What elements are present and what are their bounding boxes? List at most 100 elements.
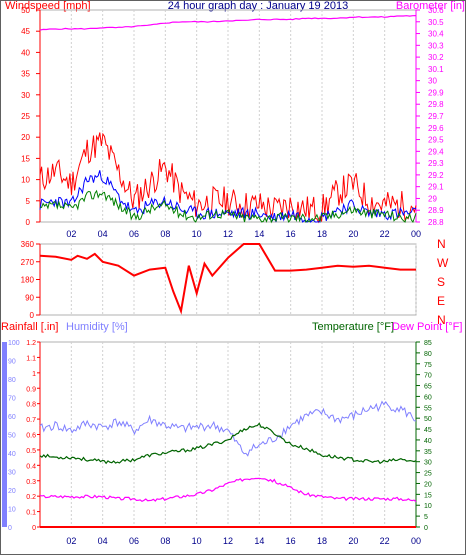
barometer-tick-label: 30.1 bbox=[428, 65, 444, 74]
barometer-tick-label: 30.6 bbox=[428, 6, 444, 15]
barometer-tick-label: 30.2 bbox=[428, 53, 444, 62]
temperature-tick-label: 20 bbox=[424, 481, 432, 488]
temperature-tick-label: 75 bbox=[424, 362, 432, 369]
humidity-tick-label: 80 bbox=[8, 377, 16, 384]
wind-average-line bbox=[39, 170, 417, 223]
humidity-tick-label: 70 bbox=[8, 396, 16, 403]
barometer-tick-label: 28.8 bbox=[428, 218, 444, 227]
rainfall-axis-title: Rainfall [.in] bbox=[1, 321, 58, 333]
x-tick-label: 18 bbox=[317, 229, 327, 239]
temperature-tick-label: 80 bbox=[424, 351, 432, 358]
barometer-tick-label: 29.1 bbox=[428, 183, 444, 192]
direction-tick-label: 90 bbox=[25, 293, 34, 302]
windspeed-tick-label: 15 bbox=[21, 154, 30, 163]
x-tick-label: 00 bbox=[411, 536, 421, 546]
windspeed-tick-label: 50 bbox=[21, 6, 30, 15]
x-tick-label: 16 bbox=[286, 229, 296, 239]
x-tick-label: 10 bbox=[192, 229, 202, 239]
direction-tick-label: 0 bbox=[30, 311, 35, 320]
barometer-tick-label: 30 bbox=[428, 77, 437, 86]
rainfall-tick-label: 0.3 bbox=[26, 479, 36, 486]
barometer-tick-label: 29.5 bbox=[428, 136, 444, 145]
rainfall-tick-label: 1.2 bbox=[26, 340, 36, 347]
windspeed-tick-label: 30 bbox=[21, 91, 30, 100]
barometer-tick-label: 29.4 bbox=[428, 147, 444, 156]
dewpoint-line bbox=[39, 477, 417, 503]
temperature-tick-label: 30 bbox=[424, 460, 432, 467]
humidity-tick-label: 90 bbox=[8, 359, 16, 366]
temperature-tick-label: 15 bbox=[424, 492, 432, 499]
x-tick-label: 08 bbox=[160, 229, 170, 239]
x-tick-label: 14 bbox=[254, 229, 264, 239]
x-tick-label: 22 bbox=[380, 536, 390, 546]
compass-label: E bbox=[437, 294, 445, 308]
temperature-tick-label: 40 bbox=[424, 438, 432, 445]
wind-speed-line bbox=[40, 189, 417, 224]
barometer-tick-label: 29.9 bbox=[428, 88, 444, 97]
temperature-tick-label: 5 bbox=[424, 514, 428, 521]
x-tick-label: 20 bbox=[348, 229, 358, 239]
x-tick-label: 00 bbox=[411, 229, 421, 239]
barometer-tick-label: 29.2 bbox=[428, 171, 444, 180]
direction-tick-label: 180 bbox=[21, 276, 35, 285]
humidity-tick-label: 0 bbox=[8, 525, 12, 532]
humidity-tick-label: 30 bbox=[8, 470, 16, 477]
humidity-tick-label: 100 bbox=[8, 340, 20, 347]
x-tick-label: 12 bbox=[223, 229, 233, 239]
barometer-tick-label: 30.4 bbox=[428, 30, 444, 39]
x-tick-label: 12 bbox=[223, 536, 233, 546]
wind-direction-line bbox=[39, 243, 416, 315]
rainfall-tick-label: 1.1 bbox=[26, 355, 36, 362]
windspeed-tick-label: 0 bbox=[26, 218, 31, 227]
humidity-tick-label: 20 bbox=[8, 488, 16, 495]
barometer-tick-label: 29 bbox=[428, 194, 437, 203]
direction-tick-label: 270 bbox=[21, 258, 35, 267]
humidity-tick-label: 50 bbox=[8, 433, 16, 440]
x-tick-label: 20 bbox=[348, 536, 358, 546]
barometer-tick-label: 28.9 bbox=[428, 206, 444, 215]
temperature-tick-label: 70 bbox=[424, 373, 432, 380]
temperature-tick-label: 10 bbox=[424, 503, 432, 510]
windspeed-tick-label: 10 bbox=[21, 176, 30, 185]
rainfall-tick-label: 0 bbox=[32, 525, 36, 532]
temperature-tick-label: 50 bbox=[424, 416, 432, 423]
humidity-tick-label: 40 bbox=[8, 451, 16, 458]
barometer-tick-label: 29.6 bbox=[428, 124, 444, 133]
rainfall-tick-label: 0.5 bbox=[26, 448, 36, 455]
temperature-axis-title: Temperature [°F] bbox=[312, 321, 394, 333]
rainfall-tick-label: 0.1 bbox=[26, 510, 36, 517]
rainfall-tick-label: 1 bbox=[32, 371, 36, 378]
graph-title: 24 hour graph day : January 19 2013 bbox=[168, 0, 348, 12]
temperature-tick-label: 85 bbox=[424, 340, 432, 347]
rainfall-tick-label: 0.4 bbox=[26, 463, 36, 470]
temperature-tick-label: 55 bbox=[424, 405, 432, 412]
x-tick-label: 18 bbox=[317, 536, 327, 546]
temperature-tick-label: 45 bbox=[424, 427, 432, 434]
temperature-tick-label: 65 bbox=[424, 384, 432, 391]
barometer-line bbox=[39, 15, 417, 31]
temperature-tick-label: 0 bbox=[424, 525, 428, 532]
chart-marks: 0510152025303540455028.828.92929.129.229… bbox=[2, 6, 444, 546]
barometer-axis-title: Barometer [in] bbox=[396, 0, 465, 12]
barometer-tick-label: 29.7 bbox=[428, 112, 444, 121]
compass-labels: N W S E N bbox=[437, 237, 449, 327]
windspeed-tick-label: 25 bbox=[21, 112, 30, 121]
x-tick-label: 08 bbox=[160, 536, 170, 546]
temperature-tick-label: 25 bbox=[424, 471, 432, 478]
barometer-tick-label: 30.3 bbox=[428, 41, 444, 50]
barometer-tick-label: 30.5 bbox=[428, 18, 444, 27]
x-tick-label: 16 bbox=[286, 536, 296, 546]
humidity-axis-bar bbox=[2, 342, 7, 527]
temperature-line bbox=[39, 422, 417, 465]
x-tick-label: 06 bbox=[129, 229, 139, 239]
x-tick-label: 22 bbox=[380, 229, 390, 239]
compass-label: N bbox=[437, 313, 446, 327]
windspeed-tick-label: 20 bbox=[21, 133, 30, 142]
rainfall-tick-label: 0.2 bbox=[26, 494, 36, 501]
direction-tick-label: 360 bbox=[21, 240, 35, 249]
humidity-axis-title: Humidity [%] bbox=[66, 321, 128, 333]
x-tick-label: 14 bbox=[254, 536, 264, 546]
